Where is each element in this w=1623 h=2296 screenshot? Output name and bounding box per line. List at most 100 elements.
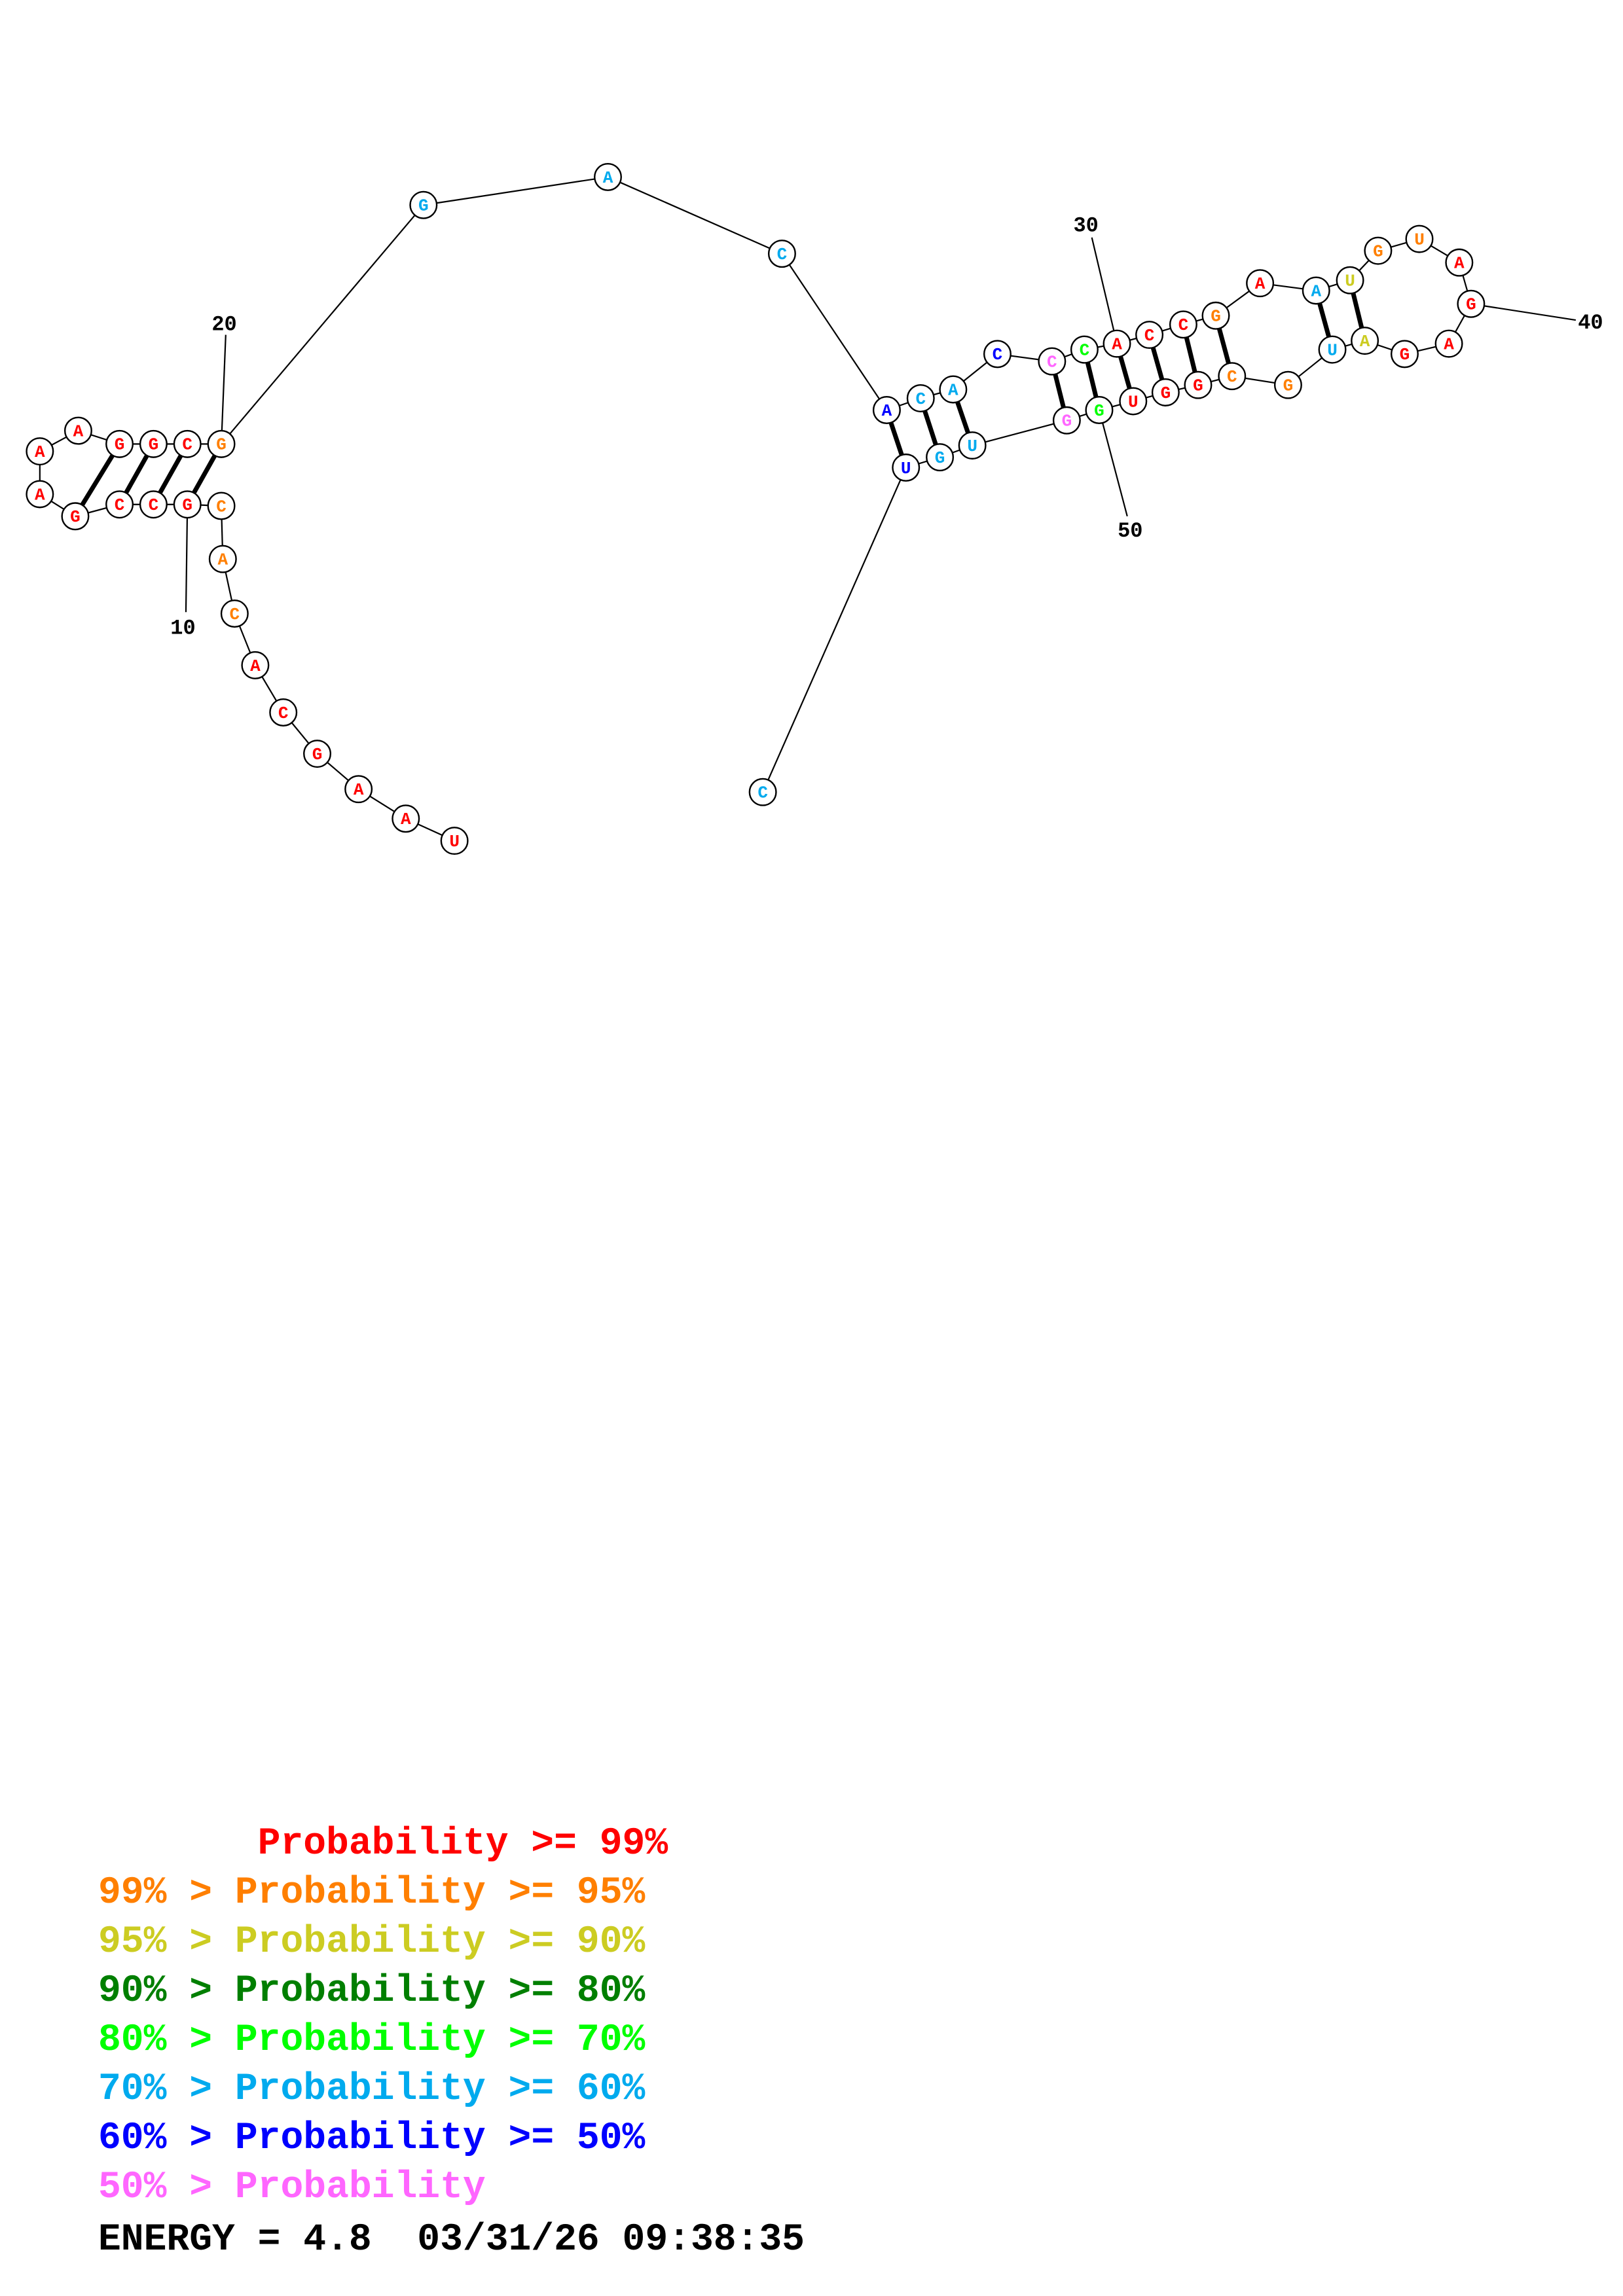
nucleotide-letter: G <box>1193 376 1203 396</box>
nucleotide: G <box>1184 370 1213 399</box>
nucleotide: U <box>1336 266 1364 295</box>
nucleotide-letter: A <box>354 780 364 800</box>
nucleotide: G <box>1052 406 1081 435</box>
backbone-segment <box>781 253 888 411</box>
nucleotide-circle <box>1169 310 1197 339</box>
nucleotide-letter: A <box>217 550 228 570</box>
nucleotide-letter: A <box>1311 281 1321 301</box>
nucleotide: G <box>1390 340 1419 368</box>
nucleotide-circle <box>1038 347 1067 376</box>
nucleotide: G <box>1364 236 1393 265</box>
nucleotide: G <box>1085 396 1114 424</box>
nucleotide-letter: A <box>1112 334 1122 354</box>
nucleotide-circle <box>64 416 92 445</box>
position-tick <box>1091 237 1118 344</box>
legend-row: 60% > Probability >= 50% <box>98 2114 668 2163</box>
nucleotide-circle <box>1302 276 1330 305</box>
nucleotide-letter: C <box>777 245 788 264</box>
legend-label: Probability <box>234 2166 486 2209</box>
nucleotide-letter: C <box>182 435 192 455</box>
nucleotide-circle <box>1364 236 1393 265</box>
nucleotide-circle <box>1351 327 1379 355</box>
nucleotide: A <box>64 416 92 445</box>
position-label: 40 <box>1578 311 1603 335</box>
nucleotide-letter: C <box>230 605 240 624</box>
nucleotide-circle <box>139 429 168 458</box>
nucleotide: C <box>1218 362 1247 391</box>
base-pair-layer <box>80 293 1364 507</box>
nucleotide: G <box>303 740 332 768</box>
nucleotide-letter: G <box>418 196 429 216</box>
legend-row: 50% > Probability <box>98 2163 668 2212</box>
nucleotide: G <box>207 429 236 458</box>
legend-row: 70% > Probability >= 60% <box>98 2065 668 2114</box>
nucleotide-letter: G <box>115 435 125 455</box>
nucleotide: C <box>906 384 935 412</box>
nucleotide: C <box>269 698 298 726</box>
nucleotide-circle <box>1103 329 1131 358</box>
nucleotide-circle <box>269 698 298 726</box>
nucleotide: G <box>409 190 438 219</box>
nucleotide-circle <box>1184 370 1213 399</box>
nucleotide-circle <box>1457 289 1486 318</box>
nucleotide: A <box>241 651 270 679</box>
nucleotide-letter: C <box>1144 326 1155 346</box>
nucleotide-circle <box>208 545 237 573</box>
nucleotide: G <box>173 490 202 519</box>
nucleotide-letter: C <box>915 389 926 409</box>
nucleotide-letter: G <box>1211 307 1221 327</box>
nucleotide-letter: A <box>882 401 892 421</box>
nucleotide-letter: C <box>1227 367 1237 387</box>
nucleotide: C <box>748 778 777 806</box>
legend-label: Probability >= 60% <box>234 2068 646 2111</box>
legend-prefix: 70% > <box>98 2068 235 2111</box>
nucleotide-circle <box>1390 340 1419 368</box>
nucleotide-letter: U <box>1345 272 1355 291</box>
legend-row: 90% > Probability >= 80% <box>98 1967 668 2016</box>
legend-prefix: 50% > <box>98 2166 235 2209</box>
nucleotide-letter: A <box>35 485 45 505</box>
backbone-segment <box>972 420 1067 446</box>
nucleotide-letter: U <box>449 832 460 852</box>
nucleotide-circle <box>872 396 901 424</box>
nucleotide-circle <box>26 480 54 509</box>
base-pair-bond <box>955 401 970 434</box>
nucleotide-letter: G <box>312 745 323 764</box>
nucleotide-letter: G <box>1161 384 1171 403</box>
nucleotide: G <box>105 429 134 458</box>
nucleotide: U <box>1119 387 1148 416</box>
nucleotide: C <box>767 240 796 268</box>
legend-row: 95% > Probability >= 90% <box>98 1918 668 1967</box>
nucleotide-circle <box>26 437 54 466</box>
nucleotide-letter: G <box>1283 376 1294 396</box>
nucleotide-circle <box>440 827 469 855</box>
nucleotide-letter: G <box>1466 295 1476 315</box>
nucleotide-circle <box>1151 378 1180 406</box>
nucleotide-letter: A <box>948 380 958 400</box>
nucleotide: A <box>344 775 373 804</box>
nucleotide-letter: C <box>993 345 1003 365</box>
nucleotide-letter: C <box>216 497 227 516</box>
nucleotide-letter: G <box>70 507 81 527</box>
nucleotide: A <box>872 396 901 424</box>
nucleotide-circle <box>1336 266 1364 295</box>
legend-prefix: 80% > <box>98 2019 235 2062</box>
nucleotide: U <box>1318 335 1347 364</box>
nucleotide: C <box>173 429 202 458</box>
nucleotide-letter: C <box>1178 315 1189 335</box>
position-tick <box>220 334 227 444</box>
nucleotide-circle <box>105 429 134 458</box>
nucleotide-circle <box>173 490 202 519</box>
base-pair-bond <box>888 422 904 456</box>
nucleotide-letter: U <box>1414 230 1425 249</box>
base-pair-bond <box>192 454 217 494</box>
legend-label: Probability >= 95% <box>234 1872 646 1914</box>
base-pair-bond <box>1053 373 1066 408</box>
nucleotide-letter: A <box>35 442 45 462</box>
nucleotide-circle <box>207 492 236 520</box>
nucleotide-circle <box>983 340 1012 368</box>
position-tick <box>1098 410 1128 517</box>
nucleotide-circle <box>1201 301 1230 330</box>
nucleotide-circle <box>409 190 438 219</box>
